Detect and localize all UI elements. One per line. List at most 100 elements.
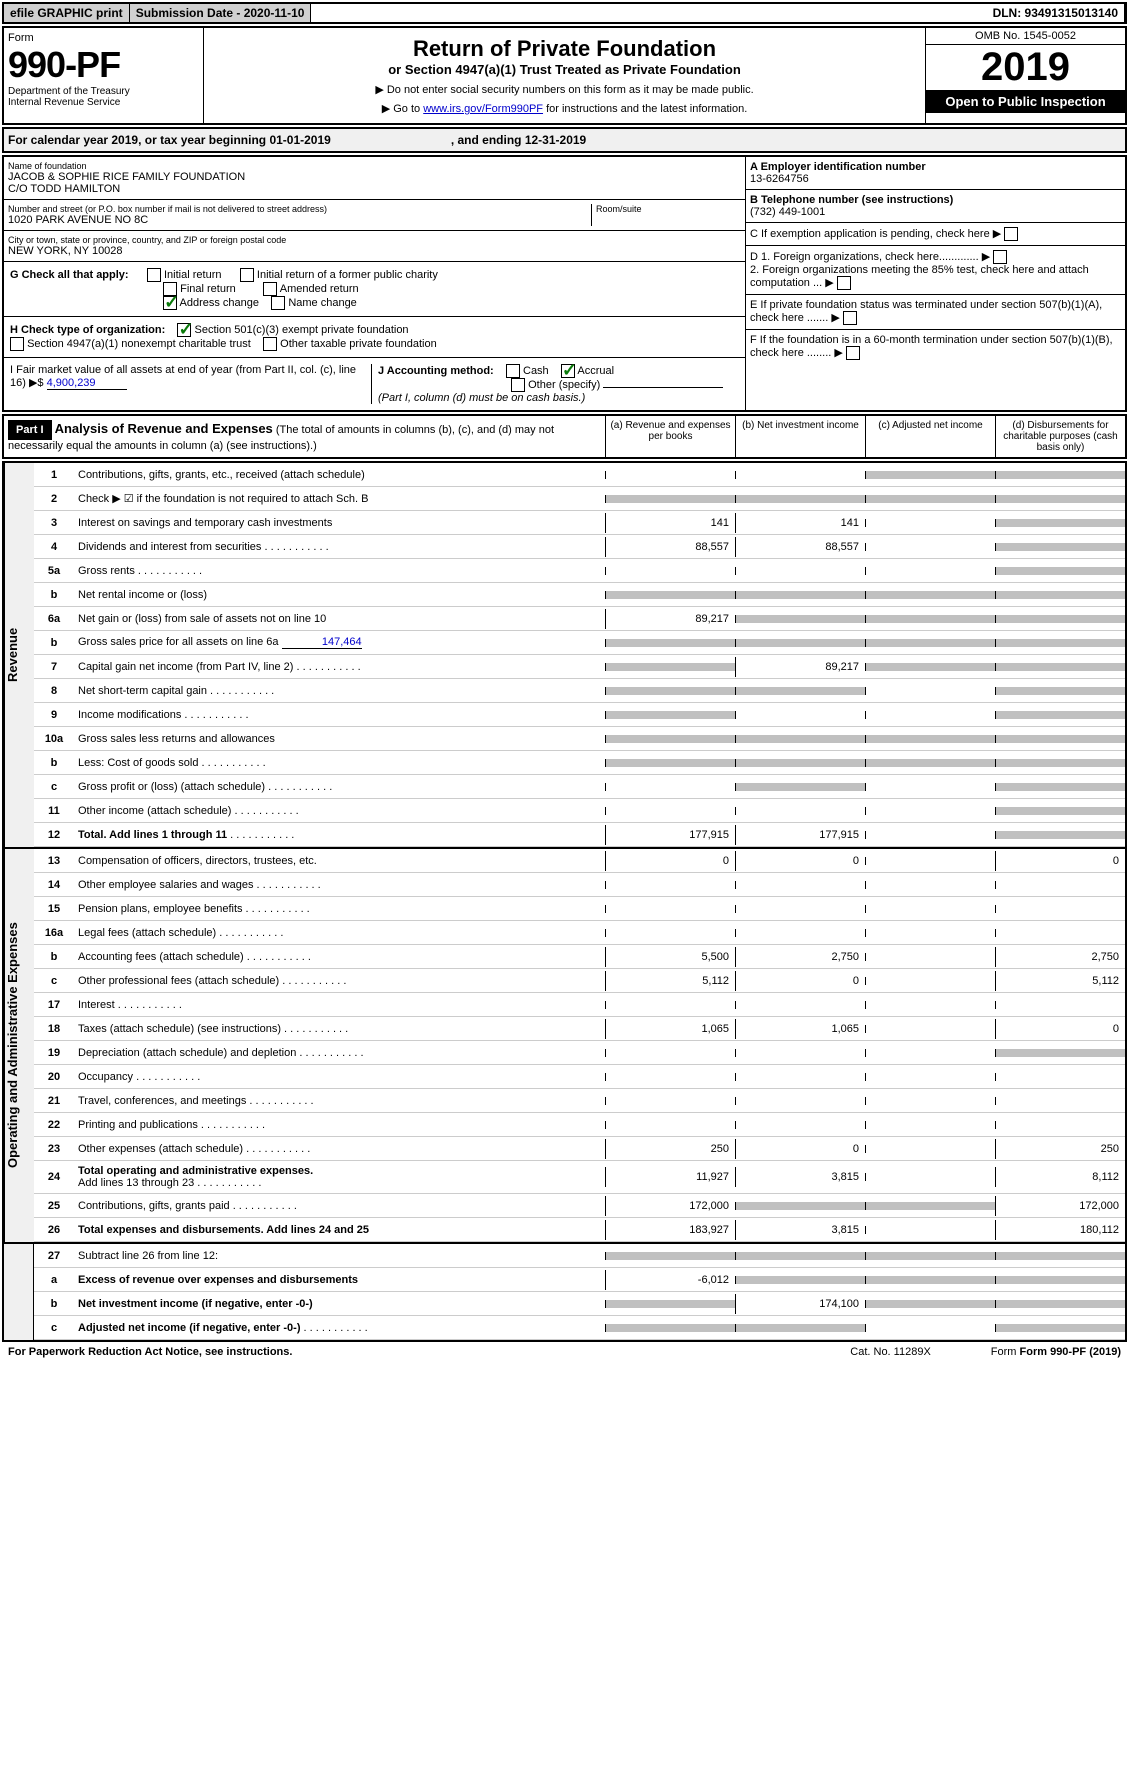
f-checkbox[interactable] xyxy=(846,346,860,360)
address-cell: Number and street (or P.O. box number if… xyxy=(4,200,745,231)
val-4a: 88,557 xyxy=(605,537,735,557)
val-16bb: 2,750 xyxy=(735,947,865,967)
omb-number: OMB No. 1545-0052 xyxy=(926,28,1125,45)
info-left: Name of foundation JACOB & SOPHIE RICE F… xyxy=(4,157,745,410)
tax-year: 2019 xyxy=(926,45,1125,90)
line-16b: Accounting fees (attach schedule) xyxy=(74,947,605,967)
j-note: (Part I, column (d) must be on cash basi… xyxy=(378,392,585,404)
e-checkbox[interactable] xyxy=(843,311,857,325)
part1-header: Part I Analysis of Revenue and Expenses … xyxy=(2,414,1127,459)
line-10a: Gross sales less returns and allowances xyxy=(74,729,605,749)
line-21: Travel, conferences, and meetings xyxy=(74,1091,605,1111)
f-cell: F If the foundation is in a 60-month ter… xyxy=(746,330,1125,364)
val-18d: 0 xyxy=(995,1019,1125,1039)
val-12b: 177,915 xyxy=(735,825,865,845)
e-cell: E If private foundation status was termi… xyxy=(746,295,1125,330)
val-6a: 89,217 xyxy=(605,609,735,629)
calendar-row: For calendar year 2019, or tax year begi… xyxy=(2,127,1127,153)
line-6a: Net gain or (loss) from sale of assets n… xyxy=(74,609,605,629)
val-24a: 11,927 xyxy=(605,1167,735,1187)
room-label: Room/suite xyxy=(596,204,741,214)
c-label: C If exemption application is pending, c… xyxy=(750,228,990,240)
val-27b: 174,100 xyxy=(735,1294,865,1314)
d1-checkbox[interactable] xyxy=(993,250,1007,264)
form-number: 990-PF xyxy=(8,44,199,86)
irs-link[interactable]: www.irs.gov/Form990PF xyxy=(423,103,543,115)
line-27: Subtract line 26 from line 12: xyxy=(74,1246,605,1266)
val-4b: 88,557 xyxy=(735,537,865,557)
calendar-end: , and ending 12-31-2019 xyxy=(451,133,586,147)
val-25a: 172,000 xyxy=(605,1196,735,1216)
line-5b: Net rental income or (loss) xyxy=(74,585,605,605)
val-23d: 250 xyxy=(995,1139,1125,1159)
other-taxable-label: Other taxable private foundation xyxy=(280,338,437,350)
header-right: OMB No. 1545-0052 2019 Open to Public In… xyxy=(925,28,1125,123)
inst2-suffix: for instructions and the latest informat… xyxy=(546,103,747,115)
line-10c: Gross profit or (loss) (attach schedule) xyxy=(74,777,605,797)
line-12: Total. Add lines 1 through 11 xyxy=(74,825,605,845)
form-title: Return of Private Foundation xyxy=(212,36,917,62)
val-23a: 250 xyxy=(605,1139,735,1159)
line-26: Total expenses and disbursements. Add li… xyxy=(74,1220,605,1240)
other-specify-field[interactable] xyxy=(603,387,723,388)
form-ref: Form Form 990-PF (2019) xyxy=(991,1346,1121,1358)
4947-checkbox[interactable] xyxy=(10,337,24,351)
line-23: Other expenses (attach schedule) xyxy=(74,1139,605,1159)
val-13b: 0 xyxy=(735,851,865,871)
val-18a: 1,065 xyxy=(605,1019,735,1039)
val-3b: 141 xyxy=(735,513,865,533)
line-16c: Other professional fees (attach schedule… xyxy=(74,971,605,991)
other-taxable-checkbox[interactable] xyxy=(263,337,277,351)
initial-return-checkbox[interactable] xyxy=(147,268,161,282)
city: NEW YORK, NY 10028 xyxy=(8,245,741,257)
val-13d: 0 xyxy=(995,851,1125,871)
col-b-header: (b) Net investment income xyxy=(735,416,865,457)
inst2-prefix: ▶ Go to xyxy=(382,103,423,115)
line-27c: Adjusted net income (if negative, enter … xyxy=(74,1318,605,1338)
ein-cell: A Employer identification number 13-6264… xyxy=(746,157,1125,190)
other-method-checkbox[interactable] xyxy=(511,378,525,392)
col-a-header: (a) Revenue and expenses per books xyxy=(605,416,735,457)
val-13a: 0 xyxy=(605,851,735,871)
col-c-header: (c) Adjusted net income xyxy=(865,416,995,457)
line-24: Total operating and administrative expen… xyxy=(74,1161,605,1193)
dept-label: Department of the Treasury xyxy=(8,86,199,97)
501c3-label: Section 501(c)(3) exempt private foundat… xyxy=(195,324,409,336)
cash-checkbox[interactable] xyxy=(506,364,520,378)
line-10b: Less: Cost of goods sold xyxy=(74,753,605,773)
501c3-checkbox[interactable] xyxy=(177,323,191,337)
name-change-checkbox[interactable] xyxy=(271,296,285,310)
c-cell: C If exemption application is pending, c… xyxy=(746,223,1125,246)
cat-number: Cat. No. 11289X xyxy=(850,1346,931,1358)
line-14: Other employee salaries and wages xyxy=(74,875,605,895)
initial-return-label: Initial return xyxy=(164,269,221,281)
phone-cell: B Telephone number (see instructions) (7… xyxy=(746,190,1125,223)
val-3a: 141 xyxy=(605,513,735,533)
initial-former-checkbox[interactable] xyxy=(240,268,254,282)
main-table: Revenue 1Contributions, gifts, grants, e… xyxy=(2,461,1127,1342)
c-checkbox[interactable] xyxy=(1004,227,1018,241)
part1-title: Analysis of Revenue and Expenses xyxy=(55,421,273,436)
accrual-checkbox[interactable] xyxy=(561,364,575,378)
val-26d: 180,112 xyxy=(995,1220,1125,1240)
paperwork-notice: For Paperwork Reduction Act Notice, see … xyxy=(8,1346,292,1358)
ein-label: A Employer identification number xyxy=(750,161,926,173)
amended-checkbox[interactable] xyxy=(263,282,277,296)
val-16cd: 5,112 xyxy=(995,971,1125,991)
city-label: City or town, state or province, country… xyxy=(8,235,741,245)
val-16cb: 0 xyxy=(735,971,865,991)
submission-date: Submission Date - 2020-11-10 xyxy=(130,4,312,22)
val-24b: 3,815 xyxy=(735,1167,865,1187)
part1-title-cell: Part I Analysis of Revenue and Expenses … xyxy=(4,416,605,457)
line-27b: Net investment income (if negative, ente… xyxy=(74,1294,605,1314)
info-right: A Employer identification number 13-6264… xyxy=(745,157,1125,410)
g-label: G Check all that apply: xyxy=(10,269,129,281)
d2-checkbox[interactable] xyxy=(837,276,851,290)
line-11: Other income (attach schedule) xyxy=(74,801,605,821)
city-cell: City or town, state or province, country… xyxy=(4,231,745,262)
revenue-sidebar: Revenue xyxy=(4,463,34,847)
h-label: H Check type of organization: xyxy=(10,324,165,336)
address-change-checkbox[interactable] xyxy=(163,296,177,310)
h-check-row: H Check type of organization: Section 50… xyxy=(4,317,745,358)
foundation-name-cell: Name of foundation JACOB & SOPHIE RICE F… xyxy=(4,157,745,200)
